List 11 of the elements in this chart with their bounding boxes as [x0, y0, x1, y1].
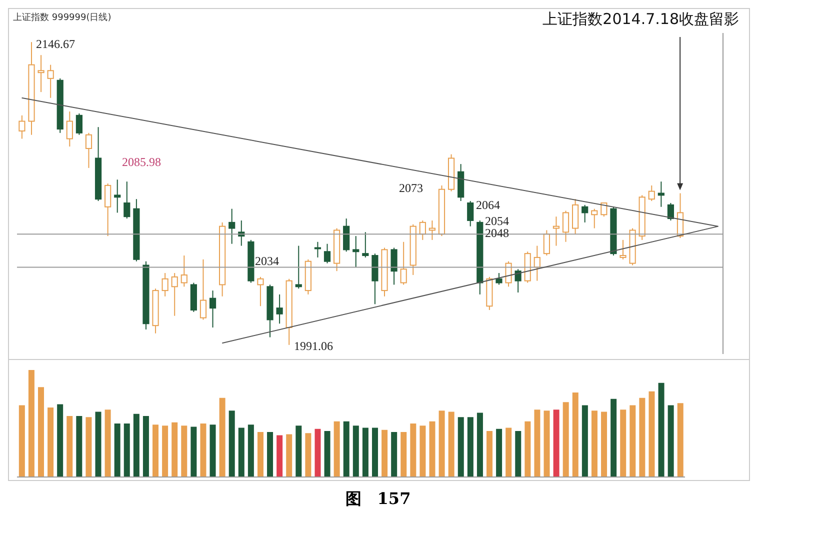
annotation: 2146.67	[36, 37, 75, 51]
annotation: 2064	[476, 198, 500, 212]
annotation: 2034	[255, 254, 279, 268]
caption: 图 157	[344, 489, 412, 510]
annotation: 2048	[485, 226, 509, 240]
chart-title: 上证指数2014.7.18收盘留影	[542, 10, 739, 29]
annotation: 1991.06	[294, 339, 333, 353]
annotation: 2054	[485, 214, 509, 228]
annotation: 2085.98	[122, 155, 161, 169]
annotation: 2073	[399, 181, 423, 195]
chart-subtitle: 上证指数 999999(日线)	[13, 12, 112, 24]
